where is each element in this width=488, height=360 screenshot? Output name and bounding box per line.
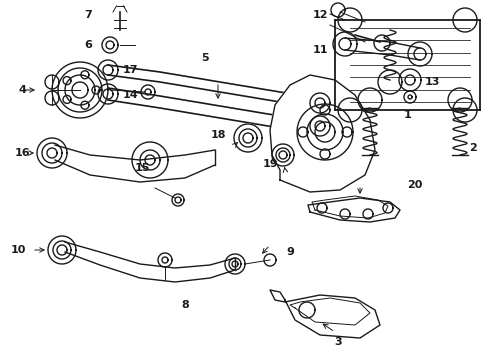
Polygon shape <box>52 62 108 118</box>
Text: 6: 6 <box>84 40 92 50</box>
Text: 11: 11 <box>312 45 327 55</box>
Polygon shape <box>37 138 67 168</box>
Polygon shape <box>48 236 76 264</box>
Text: 4: 4 <box>18 85 26 95</box>
Text: 3: 3 <box>333 337 341 347</box>
Polygon shape <box>234 124 262 152</box>
Polygon shape <box>307 198 399 222</box>
Polygon shape <box>271 144 293 166</box>
Text: 8: 8 <box>181 300 188 310</box>
Text: 20: 20 <box>407 180 422 190</box>
Text: 15: 15 <box>134 163 149 173</box>
Text: 16: 16 <box>14 148 30 158</box>
Text: 12: 12 <box>312 10 327 20</box>
Text: 5: 5 <box>201 53 208 63</box>
Text: 7: 7 <box>84 10 92 20</box>
Text: 19: 19 <box>262 159 277 169</box>
Text: 17: 17 <box>122 65 138 75</box>
Polygon shape <box>224 254 244 274</box>
Text: 1: 1 <box>403 110 411 120</box>
Text: 2: 2 <box>468 143 476 153</box>
Text: 13: 13 <box>424 77 439 87</box>
Polygon shape <box>269 290 379 338</box>
Text: 9: 9 <box>285 247 293 257</box>
Text: 18: 18 <box>210 130 225 140</box>
Text: 10: 10 <box>10 245 26 255</box>
Polygon shape <box>269 75 374 192</box>
Text: 14: 14 <box>122 90 138 100</box>
